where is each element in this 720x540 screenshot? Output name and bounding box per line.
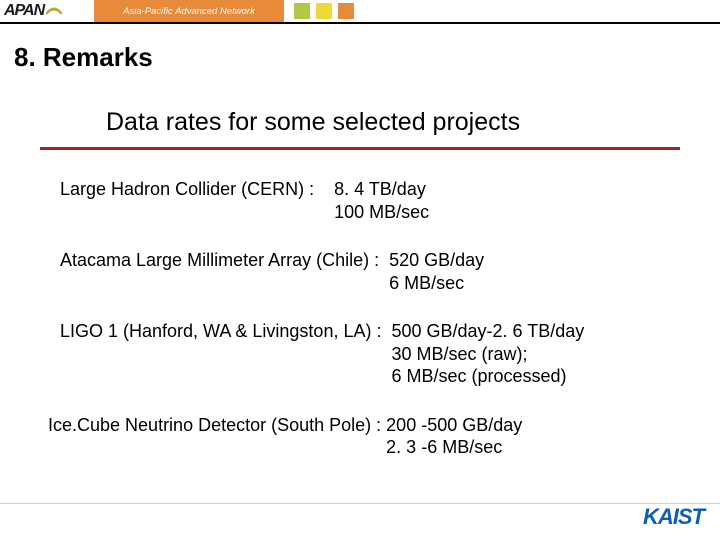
square-icon (316, 3, 332, 19)
value-line: 2. 3 -6 MB/sec (386, 436, 522, 459)
value-line: 8. 4 TB/day (334, 178, 429, 201)
project-values: 500 GB/day-2. 6 TB/day 30 MB/sec (raw); … (391, 320, 584, 388)
subtitle-rule (40, 147, 680, 150)
apan-logo-text: APAN (4, 2, 44, 20)
project-row: Atacama Large Millimeter Array (Chile) :… (60, 249, 680, 294)
subtitle: Data rates for some selected projects (106, 108, 680, 137)
swoosh-icon (45, 5, 63, 15)
header-squares (294, 3, 354, 19)
value-line: 6 MB/sec (processed) (391, 365, 584, 388)
value-line: 500 GB/day-2. 6 TB/day (391, 320, 584, 343)
value-line: 6 MB/sec (389, 272, 484, 295)
square-icon (338, 3, 354, 19)
kaist-logo: KAIST (643, 504, 704, 530)
value-line: 200 -500 GB/day (386, 414, 522, 437)
square-icon (294, 3, 310, 19)
footer-rule (0, 503, 720, 504)
project-row: LIGO 1 (Hanford, WA & Livingston, LA) : … (60, 320, 680, 388)
project-label: LIGO 1 (Hanford, WA & Livingston, LA) : (60, 320, 391, 388)
project-row: Large Hadron Collider (CERN) : 8. 4 TB/d… (60, 178, 680, 223)
content-area: Large Hadron Collider (CERN) : 8. 4 TB/d… (60, 178, 680, 485)
header-rule (0, 22, 720, 24)
project-label: Ice.Cube Neutrino Detector (South Pole) … (48, 414, 386, 459)
project-label: Large Hadron Collider (CERN) : (60, 178, 334, 223)
value-line: 30 MB/sec (raw); (391, 343, 584, 366)
project-values: 8. 4 TB/day 100 MB/sec (334, 178, 429, 223)
section-title: 8. Remarks (14, 42, 153, 73)
project-row: Ice.Cube Neutrino Detector (South Pole) … (48, 414, 680, 459)
value-line: 520 GB/day (389, 249, 484, 272)
project-label: Atacama Large Millimeter Array (Chile) : (60, 249, 389, 294)
header-strip: Asia-Pacific Advanced Network (94, 0, 284, 22)
apan-logo-block: APAN (0, 0, 94, 22)
project-values: 200 -500 GB/day 2. 3 -6 MB/sec (386, 414, 522, 459)
project-values: 520 GB/day 6 MB/sec (389, 249, 484, 294)
header-strip-label: Asia-Pacific Advanced Network (123, 6, 255, 17)
value-line: 100 MB/sec (334, 201, 429, 224)
top-bar: APAN Asia-Pacific Advanced Network (0, 0, 720, 32)
subtitle-block: Data rates for some selected projects (40, 108, 680, 150)
